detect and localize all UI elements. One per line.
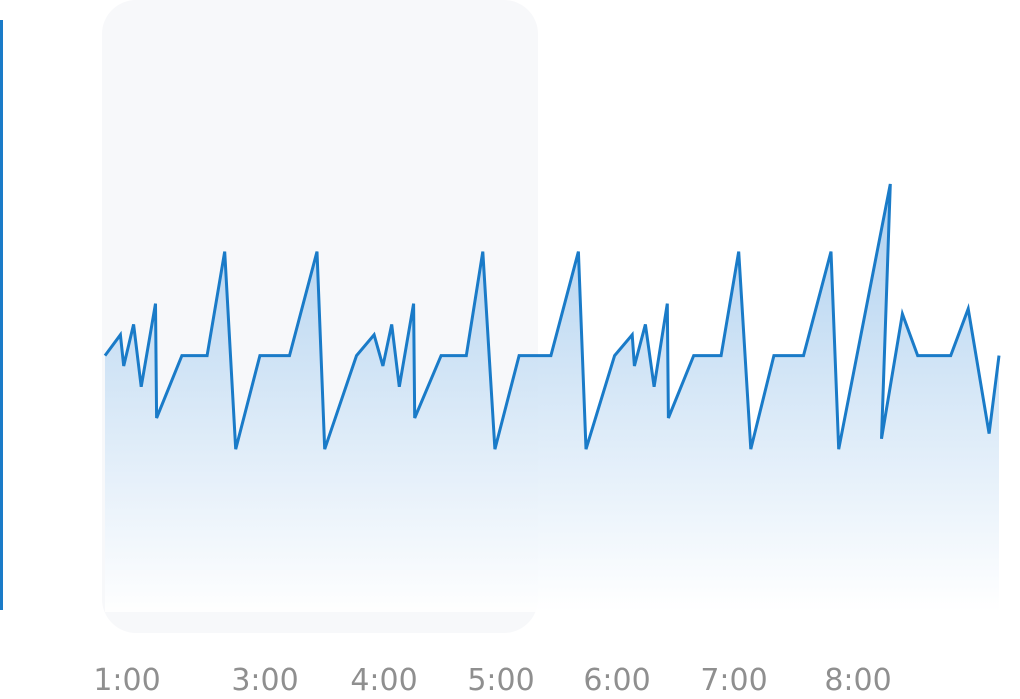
x-tick-label: 3:00 <box>231 663 298 698</box>
series-area-fill <box>105 184 999 612</box>
series-layer <box>103 183 1001 612</box>
x-axis-ticks: 1:00 3:00 4:00 5:00 6:00 7:00 8:00 <box>93 663 891 698</box>
x-tick-label: 7:00 <box>700 663 767 698</box>
x-tick-label: 5:00 <box>467 663 534 698</box>
x-tick-label: 6:00 <box>583 663 650 698</box>
x-tick-label: 4:00 <box>350 663 417 698</box>
left-accent-bar <box>0 20 3 610</box>
x-tick-label: 1:00 <box>93 663 160 698</box>
x-tick-label: 8:00 <box>824 663 891 698</box>
